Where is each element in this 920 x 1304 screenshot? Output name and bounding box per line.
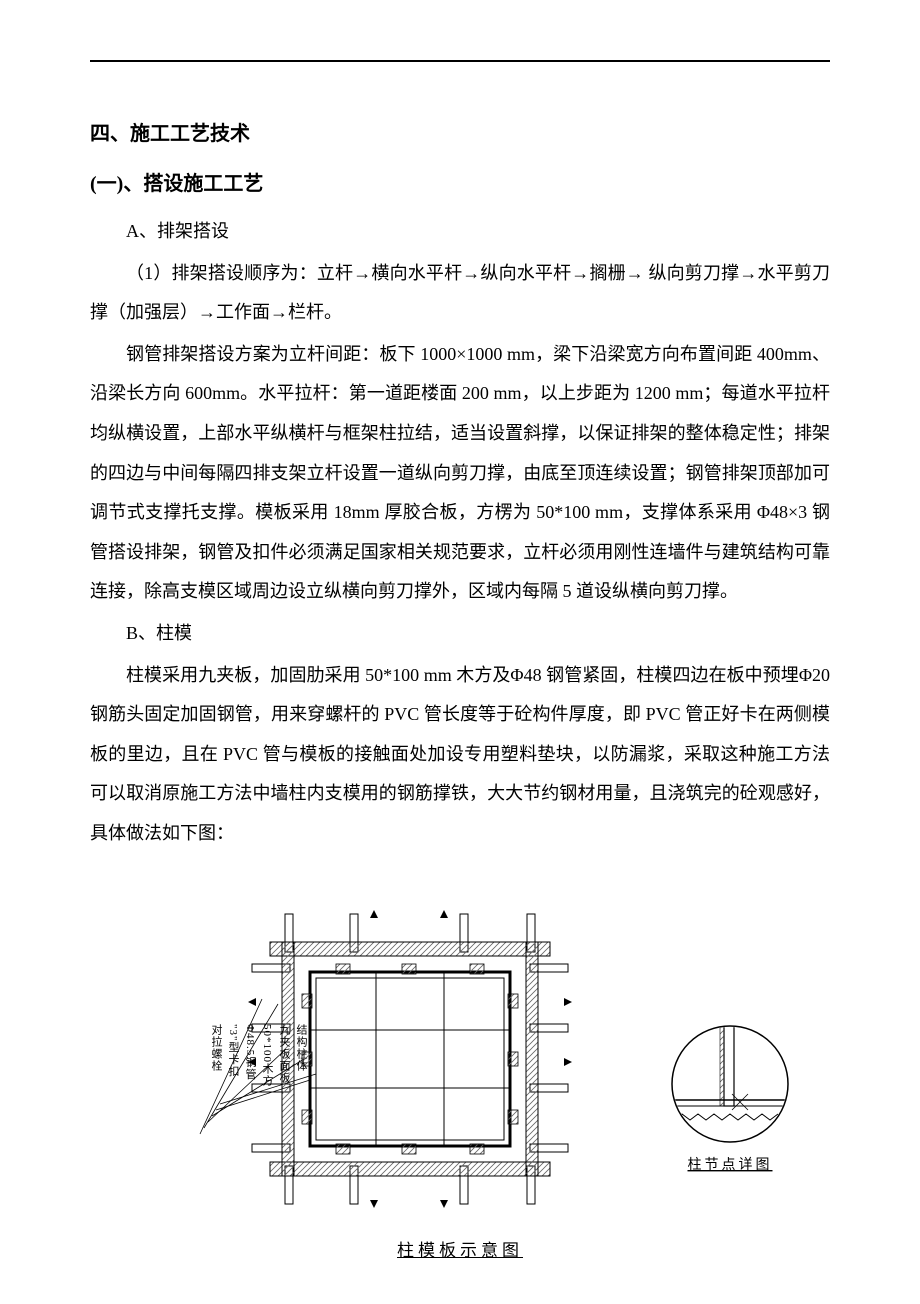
item-b-para-1: 柱模采用九夹板，加固肋采用 50*100 mm 木方及Φ48 钢管紧固，柱模四边…	[90, 656, 830, 854]
label-5: "3"型卡扣	[227, 1024, 238, 1087]
page-top-rule	[90, 60, 830, 62]
label-2: 九夹板面板	[278, 1024, 289, 1087]
section-heading: 四、施工工艺技术	[90, 112, 830, 156]
item-b-label: B、柱模	[90, 614, 830, 654]
item-a-para-1: （1）排架搭设顺序为：立杆→横向水平杆→纵向水平杆→搁栅→ 纵向剪刀撑→水平剪刀…	[90, 254, 830, 333]
item-a-label: A、排架搭设	[90, 212, 830, 252]
figure-vertical-labels: 对拉螺栓 "3"型卡扣 Φ48.5钢管 50*100木方 九夹板面板 结构柱体	[210, 1024, 482, 1087]
label-3: 50*100木方	[261, 1024, 272, 1087]
item-a-para-2: 钢管排架搭设方案为立杆间距：板下 1000×1000 mm，梁下沿梁宽方向布置间…	[90, 335, 830, 612]
label-6: 对拉螺栓	[210, 1024, 221, 1087]
subsection-heading: (一)、搭设施工工艺	[90, 162, 830, 206]
figure-caption: 柱模板示意图	[90, 1236, 830, 1261]
detail-caption: 柱节点详图	[688, 1157, 773, 1173]
label-1: 结构柱体	[295, 1024, 306, 1087]
label-4: Φ48.5钢管	[244, 1024, 255, 1087]
figure-area: 对拉螺栓 "3"型卡扣 Φ48.5钢管 50*100木方 九夹板面板 结构柱体	[90, 884, 830, 1264]
